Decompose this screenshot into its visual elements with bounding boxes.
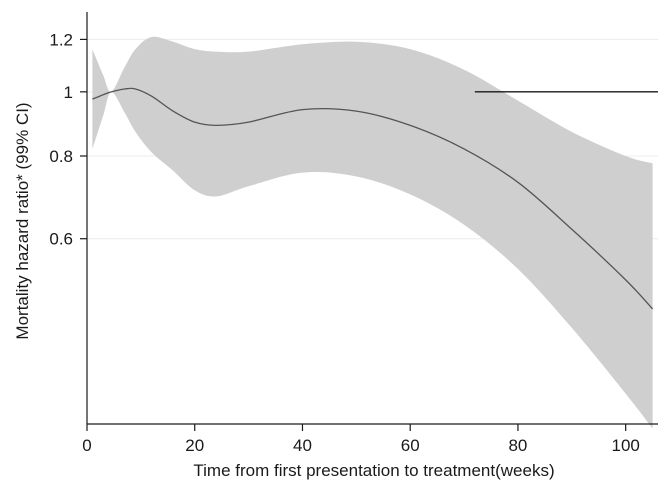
x-axis-title: Time from first presentation to treatmen… bbox=[193, 461, 554, 480]
confidence-band bbox=[92, 36, 653, 429]
y-ticks: 0.6 0.8 1 1.2 bbox=[49, 30, 87, 249]
y-tick-label-0.8: 0.8 bbox=[49, 147, 73, 166]
x-ticks: 0 20 40 60 80 100 bbox=[82, 424, 640, 455]
y-tick-label-1.2: 1.2 bbox=[49, 30, 73, 49]
x-tick-label-100: 100 bbox=[611, 436, 639, 455]
hazard-ratio-estimate-line bbox=[92, 87, 654, 310]
y-tick-label-1: 1 bbox=[64, 83, 73, 102]
x-tick-label-20: 20 bbox=[185, 436, 204, 455]
estimate-line-layer bbox=[92, 87, 658, 310]
axes bbox=[86, 12, 658, 425]
x-tick-label-80: 80 bbox=[508, 436, 527, 455]
x-tick-label-0: 0 bbox=[82, 436, 91, 455]
y-tick-label-0.6: 0.6 bbox=[49, 230, 73, 249]
x-tick-label-40: 40 bbox=[293, 436, 312, 455]
x-tick-label-60: 60 bbox=[401, 436, 420, 455]
confidence-band-layer bbox=[92, 36, 653, 429]
y-axis-title: Mortality hazard ratio* (99% CI) bbox=[13, 102, 32, 339]
